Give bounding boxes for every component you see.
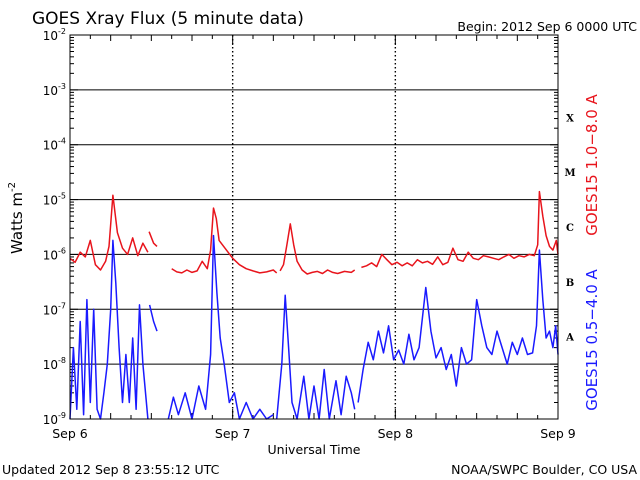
y-tick-labels: 10-9 10-8 10-7 10-6 10-5 10-4 10-3 10-2 [43,27,66,427]
flare-class-label: X [566,113,574,124]
y-axis-title: Watts m-2 [7,182,26,254]
y-tick-label: 10-9 [43,411,66,427]
y-tick-label: 10-4 [43,137,66,153]
plot-frame [69,34,559,420]
y-tick-label: 10-5 [43,192,66,208]
y-axis-title-superscript: -2 [7,182,18,192]
x-tick-label: Sep 9 [540,426,576,441]
threshold-lines [70,89,558,365]
flare-class-label: A [565,333,574,344]
series-long-channel-line [361,190,559,269]
flare-class-label: C [566,223,574,234]
legend-short-channel: GOES15 0.5−4.0 A [583,268,601,410]
series-long-channel-line [171,207,278,274]
series-short-channel-line [275,294,356,420]
series-long-channel-line [148,231,158,247]
y-axis-title-text: Watts m [8,192,26,254]
x-axis-title: Universal Time [268,442,361,457]
y-tick-label: 10-3 [43,82,66,98]
source-credit: NOAA/SWPC Boulder, CO USA [451,462,637,477]
series-short-channel-line [357,249,559,403]
series-long-channel-line [279,223,356,275]
legend-long-channel: GOES15 1.0−8.0 A [583,93,601,235]
flare-class-label: M [564,168,575,179]
x-tick-label: Sep 6 [52,426,88,441]
flare-class-labels: A B C M X [564,113,575,343]
x-tick-labels: Sep 6 Sep 7 Sep 8 Sep 9 [52,426,576,441]
chart-title: GOES Xray Flux (5 minute data) [32,9,304,29]
x-tick-label: Sep 8 [378,426,414,441]
flare-class-label: B [566,278,574,289]
series-short-channel-line [148,304,158,332]
y-tick-label: 10-8 [43,356,66,372]
y-tick-label: 10-2 [43,27,66,43]
y-tick-label: 10-7 [43,301,66,317]
data-series [69,190,559,420]
x-tick-label: Sep 7 [215,426,251,441]
begin-label: Begin: 2012 Sep 6 0000 UTC [457,19,637,34]
series-long-channel-line [69,194,149,271]
updated-timestamp: Updated 2012 Sep 8 23:55:12 UTC [2,462,220,477]
series-short-channel-line [69,239,149,420]
series-short-channel-line [167,234,274,420]
y-tick-label: 10-6 [43,246,66,262]
